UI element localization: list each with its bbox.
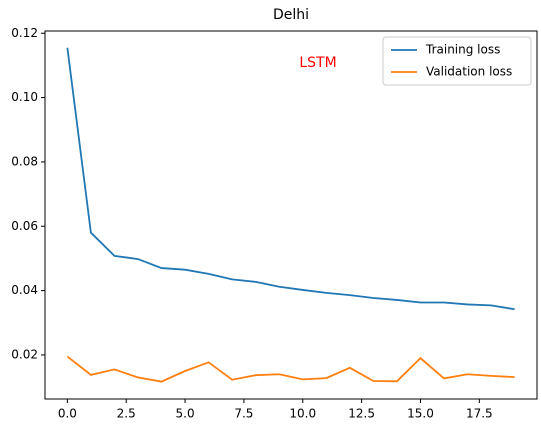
y-tick-label: 0.06 xyxy=(11,219,38,233)
plot-frame xyxy=(44,30,538,400)
legend-box xyxy=(382,36,532,86)
annotation: LSTM xyxy=(299,55,336,71)
x-tick-label: 7.5 xyxy=(234,407,253,421)
x-tick-label: 17.5 xyxy=(466,407,493,421)
y-tick-label: 0.10 xyxy=(11,90,38,104)
x-tick-label: 5.0 xyxy=(176,407,195,421)
y-tick-label: 0.12 xyxy=(11,26,38,40)
chart-title: Delhi xyxy=(273,7,309,23)
y-tick-label: 0.02 xyxy=(11,347,38,361)
x-tick-label: 12.5 xyxy=(348,407,375,421)
legend-label: Training loss xyxy=(425,43,500,57)
x-tick-label: 10.0 xyxy=(289,407,316,421)
x-tick-label: 2.5 xyxy=(117,407,136,421)
series-line xyxy=(66,47,515,311)
y-tick-label: 0.08 xyxy=(11,154,38,168)
x-tick-label: 0.0 xyxy=(58,407,77,421)
series-line xyxy=(66,355,515,383)
x-tick-label: 15.0 xyxy=(407,407,434,421)
y-tick-label: 0.04 xyxy=(11,283,38,297)
legend-label: Validation loss xyxy=(426,65,512,79)
